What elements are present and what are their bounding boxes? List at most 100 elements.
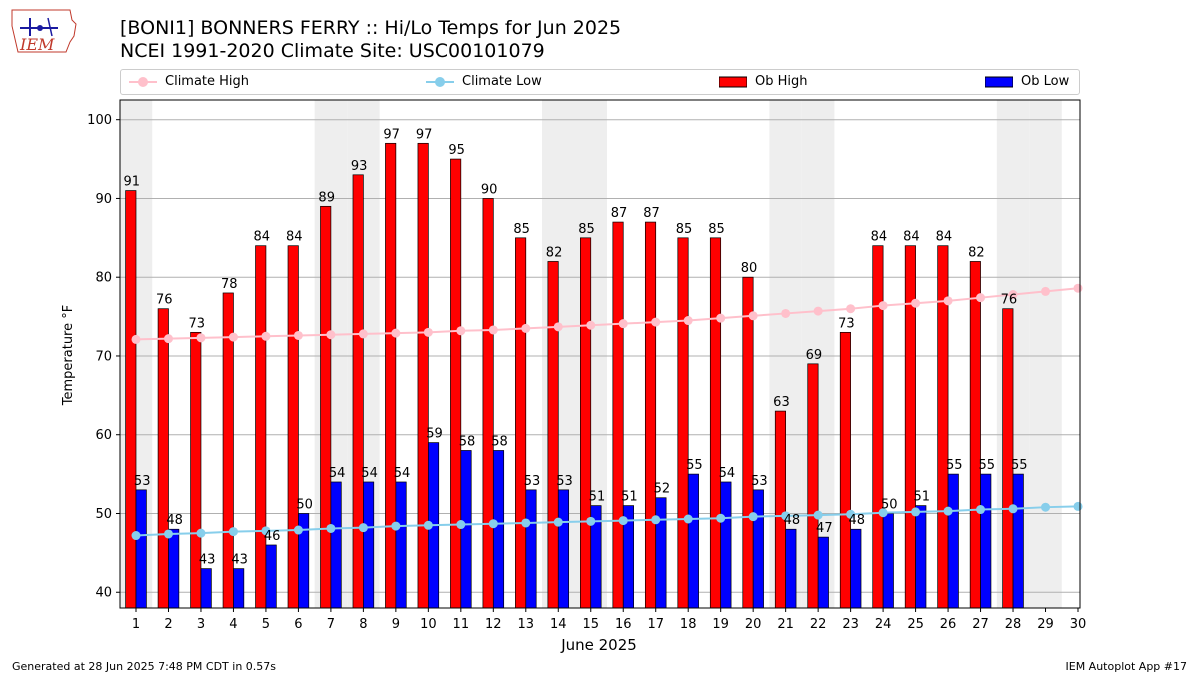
- weekend-shade-day-29: [1029, 100, 1062, 608]
- x-tick-label: 12: [485, 617, 502, 632]
- ob-low-swatch: [985, 76, 1013, 87]
- climate-high-point-day-14: [553, 322, 563, 332]
- ob-high-label-day-18: 85: [676, 222, 693, 237]
- ob-high-label-day-2: 76: [156, 293, 173, 308]
- x-tick-label: 13: [518, 617, 535, 632]
- ob-high-bar-day-5: [255, 245, 267, 609]
- ob-high-bar-day-12: [482, 198, 494, 609]
- ob-high-label-day-3: 73: [188, 316, 205, 331]
- ob-high-bar-day-8: [352, 174, 364, 609]
- climate-high-point-day-25: [911, 298, 921, 308]
- x-tick-label: 17: [647, 617, 664, 632]
- climate-low-point-day-15: [586, 516, 596, 526]
- climate-high-point-day-27: [976, 293, 986, 303]
- ob-low-bar-day-12: [492, 450, 505, 609]
- climate-high-point-day-9: [391, 328, 401, 338]
- climate-low-point-day-4: [228, 527, 238, 537]
- ob-low-bar-day-9: [395, 481, 407, 609]
- ob-low-label-day-3: 43: [199, 553, 216, 568]
- ob-high-label-day-22: 69: [806, 348, 823, 363]
- x-tick-label: 29: [1037, 617, 1054, 632]
- ob-high-bar-day-22: [807, 363, 819, 609]
- ob-high-bar-day-23: [839, 331, 851, 609]
- ob-low-label-day-1: 53: [134, 474, 151, 489]
- ob-high-label-day-13: 85: [513, 222, 530, 237]
- climate-high-line: [135, 287, 1079, 341]
- ob-high-label-day-6: 84: [286, 230, 303, 245]
- climate-low-point-day-17: [651, 515, 661, 525]
- ob-low-bar-day-3: [200, 568, 212, 609]
- climate-low-point-day-9: [391, 521, 401, 531]
- ob-low-label-day-5: 46: [264, 529, 281, 544]
- climate-high-point-day-30: [1073, 283, 1083, 293]
- ob-high-label-day-21: 63: [773, 395, 790, 410]
- climate-high-point-day-18: [683, 316, 693, 326]
- x-tick-label: 27: [972, 617, 989, 632]
- ob-low-bar-day-7: [330, 481, 342, 609]
- ob-high-bar-day-10: [417, 142, 429, 609]
- ob-high-bar-day-27: [969, 261, 981, 609]
- climate-high-point-day-20: [748, 311, 758, 321]
- legend-ob-high: Ob High: [719, 74, 808, 89]
- x-tick-label: 16: [615, 617, 632, 632]
- ob-low-bar-day-20: [752, 489, 764, 609]
- x-tick-label: 9: [392, 617, 400, 632]
- ob-low-bar-day-24: [882, 513, 894, 609]
- ob-low-bar-day-21: [785, 528, 797, 609]
- climate-high-point-day-24: [878, 301, 888, 311]
- ob-low-bar-day-18: [687, 473, 699, 609]
- chart-title: [BONI1] BONNERS FERRY :: Hi/Lo Temps for…: [120, 17, 622, 39]
- ob-low-bar-day-14: [557, 489, 570, 609]
- x-tick-label: 8: [359, 617, 367, 632]
- ob-low-bar-day-26: [947, 473, 959, 609]
- ob-low-label-day-17: 52: [654, 482, 671, 497]
- x-tick-label: 21: [777, 617, 794, 632]
- climate-high-point-day-4: [228, 332, 238, 342]
- x-tick-label: 10: [420, 617, 437, 632]
- ob-low-label-day-7: 54: [329, 466, 346, 481]
- ob-high-label-day-10: 97: [416, 127, 433, 142]
- ob-low-label-day-13: 53: [524, 474, 541, 489]
- ob-low-bar-day-22: [817, 536, 829, 609]
- climate-low-point-day-7: [326, 523, 336, 533]
- ob-high-label-day-4: 78: [221, 277, 238, 292]
- climate-high-point-day-2: [163, 334, 173, 344]
- x-tick-label: 11: [453, 617, 470, 632]
- climate-high-point-day-16: [618, 319, 628, 329]
- ob-high-label-day-8: 93: [351, 159, 368, 174]
- ob-low-label-day-6: 50: [296, 497, 313, 512]
- climate-high-point-day-6: [293, 330, 303, 340]
- ob-low-bar-day-2: [168, 528, 180, 609]
- climate-low-point-day-5: [261, 526, 271, 536]
- climate-low-point-day-1: [131, 531, 141, 541]
- footer-generated: Generated at 28 Jun 2025 7:48 PM CDT in …: [12, 660, 277, 673]
- ob-low-label-day-16: 51: [621, 490, 638, 505]
- climate-low-point-day-27: [976, 505, 986, 515]
- x-tick-label: 19: [712, 617, 729, 632]
- ob-low-bar-day-17: [655, 497, 667, 609]
- x-tick-label: 18: [680, 617, 697, 632]
- ob-low-bar-day-13: [525, 489, 537, 609]
- climate-low-point-day-14: [553, 517, 563, 527]
- y-tick-label: 40: [95, 586, 112, 601]
- x-tick-label: 2: [164, 617, 172, 632]
- ob-high-label-day-9: 97: [383, 127, 400, 142]
- climate-low-point-day-10: [423, 520, 433, 530]
- x-tick-label: 24: [875, 617, 892, 632]
- footer-app: IEM Autoplot App #17: [1065, 660, 1188, 673]
- ob-low-label-day-8: 54: [361, 466, 378, 481]
- ob-high-label-day-28: 76: [1001, 293, 1018, 308]
- ob-low-bar-day-8: [363, 481, 375, 609]
- ob-high-label-day-23: 73: [838, 316, 855, 331]
- ob-high-label-day-19: 85: [708, 222, 725, 237]
- climate-low-point-day-28: [1008, 504, 1018, 514]
- x-tick-label: 26: [940, 617, 957, 632]
- ob-high-bar-day-6: [287, 245, 299, 609]
- ob-low-label-day-23: 48: [849, 513, 866, 528]
- x-tick-label: 20: [745, 617, 762, 632]
- plot-frame: [119, 99, 1081, 609]
- iem-logo: IEM: [8, 6, 80, 60]
- ob-high-bar-day-9: [385, 142, 397, 609]
- climate-low-point-day-6: [293, 525, 303, 535]
